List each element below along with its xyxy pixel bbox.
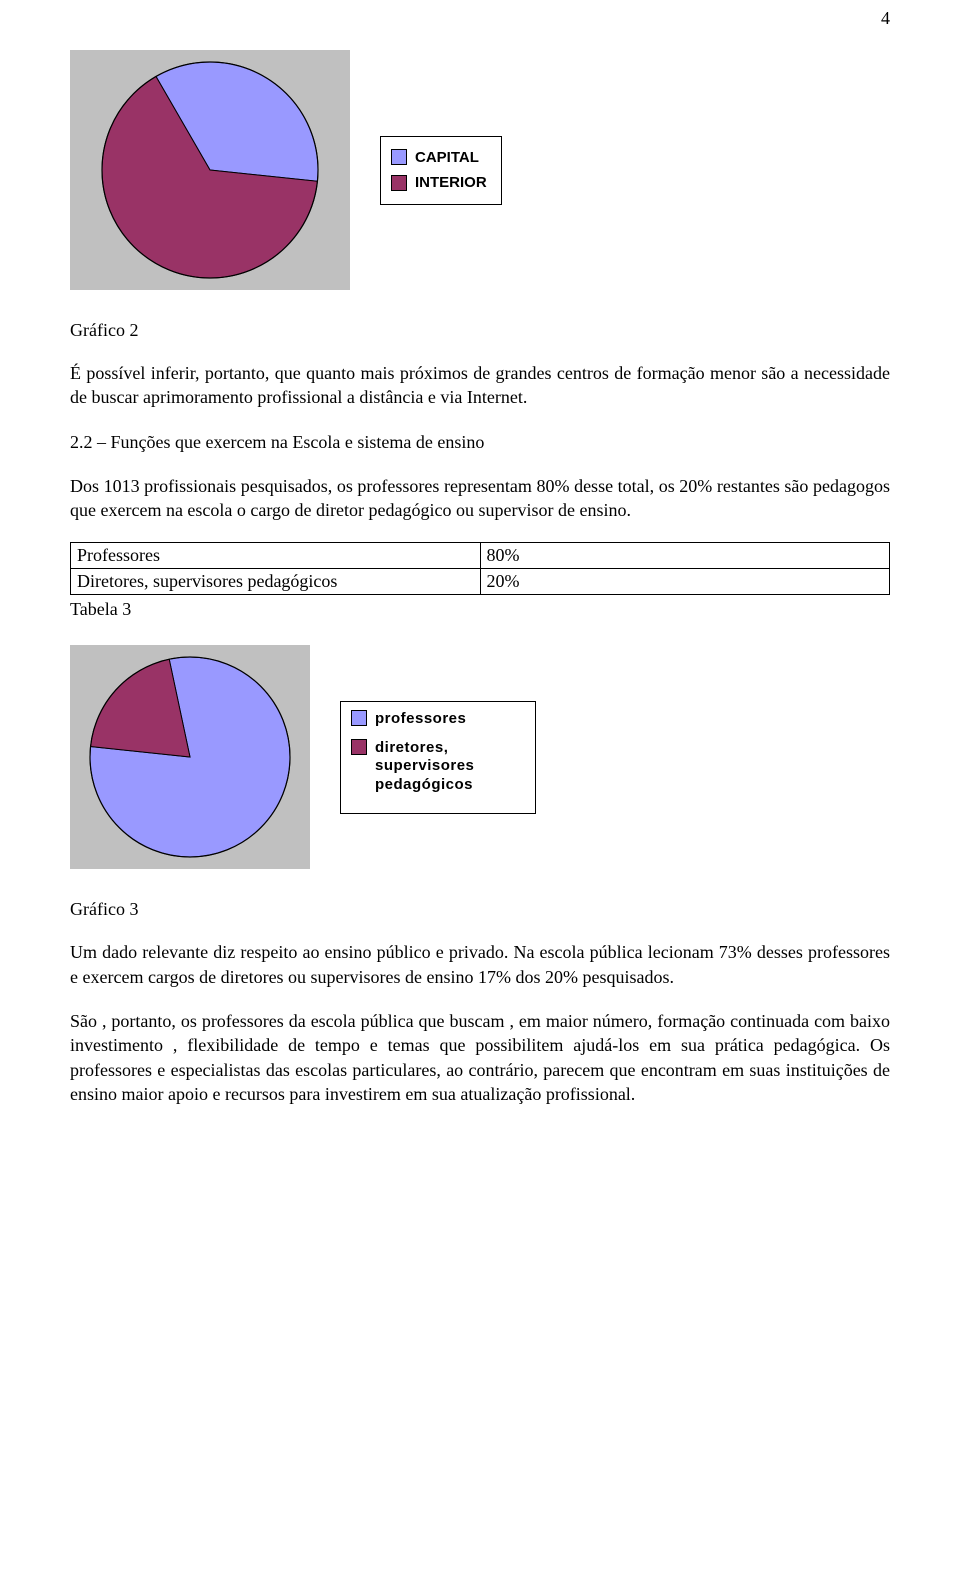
table-cell-value: 80% — [480, 543, 890, 569]
chart2-pie — [70, 645, 310, 869]
section-2-2-title: 2.2 – Funções que exercem na Escola e si… — [70, 430, 890, 454]
legend-swatch — [351, 739, 367, 755]
chart1-container: CAPITALINTERIOR — [70, 50, 890, 290]
table-3: Professores 80% Diretores, supervisores … — [70, 542, 890, 595]
chart2-legend: professores diretores, supervisores pedag… — [340, 701, 536, 814]
table-row: Professores 80% — [71, 543, 890, 569]
legend-label: CAPITAL — [415, 145, 479, 171]
legend-item: INTERIOR — [391, 170, 487, 196]
legend-item: CAPITAL — [391, 145, 487, 171]
legend-item: diretores, supervisores pedagógicos — [351, 739, 521, 795]
paragraph-4: São , portanto, os professores da escola… — [70, 1009, 890, 1106]
table-row: Diretores, supervisores pedagógicos 20% — [71, 569, 890, 595]
grafico2-heading: Gráfico 2 — [70, 320, 890, 341]
page: 4 CAPITALINTERIOR Gráfico 2 É possível i… — [0, 0, 960, 1176]
pie-chart-1 — [70, 50, 350, 290]
table-cell-label: Diretores, supervisores pedagógicos — [71, 569, 481, 595]
legend-swatch — [391, 175, 407, 191]
legend-label: INTERIOR — [415, 170, 487, 196]
legend-label: professores — [375, 710, 466, 729]
paragraph-2: Dos 1013 profissionais pesquisados, os p… — [70, 474, 890, 523]
grafico3-heading: Gráfico 3 — [70, 899, 890, 920]
chart1-legend: CAPITALINTERIOR — [380, 136, 502, 205]
legend-item: professores — [351, 710, 521, 729]
legend-swatch — [391, 149, 407, 165]
legend-label: diretores, supervisores pedagógicos — [375, 739, 521, 795]
pie-chart-2 — [70, 645, 310, 869]
table-cell-value: 20% — [480, 569, 890, 595]
chart1-pie — [70, 50, 350, 290]
chart2-container: professores diretores, supervisores pedag… — [70, 645, 890, 869]
page-number: 4 — [881, 8, 890, 29]
tabela3-caption: Tabela 3 — [70, 599, 890, 620]
table-cell-label: Professores — [71, 543, 481, 569]
paragraph-3: Um dado relevante diz respeito ao ensino… — [70, 940, 890, 989]
paragraph-1: É possível inferir, portanto, que quanto… — [70, 361, 890, 410]
legend-swatch — [351, 710, 367, 726]
